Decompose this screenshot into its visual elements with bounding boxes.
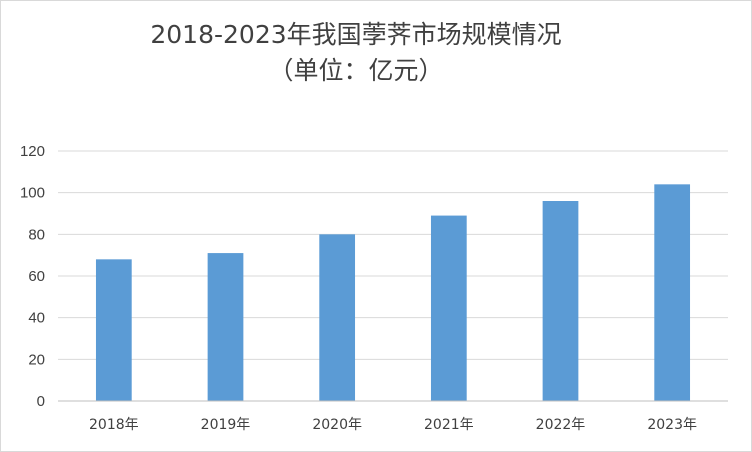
bar-0 xyxy=(95,259,132,401)
y-tick-label: 100 xyxy=(20,185,45,202)
x-tick-label: 2018年 xyxy=(89,417,139,433)
y-tick-label: 60 xyxy=(28,268,45,285)
bar-4 xyxy=(542,201,579,401)
bars xyxy=(95,184,691,401)
y-tick-label: 80 xyxy=(28,226,45,243)
chart-title: 2018-2023年我国荸荠市场规模情况 xyxy=(150,20,562,49)
y-tick-label: 120 xyxy=(20,143,45,160)
y-tick-label: 40 xyxy=(28,310,45,327)
y-tick-label: 0 xyxy=(37,393,45,410)
x-tick-label: 2021年 xyxy=(424,417,474,433)
chart-title-block: 2018-2023年我国荸荠市场规模情况 （单位：亿元） xyxy=(1,17,711,89)
y-tick-label: 20 xyxy=(28,351,45,368)
bar-2 xyxy=(319,234,356,401)
x-tick-label: 2019年 xyxy=(201,417,251,433)
y-tick-labels: 0 20 40 60 80 100 120 xyxy=(20,143,45,410)
gridlines xyxy=(58,150,728,360)
bar-1 xyxy=(207,253,244,401)
chart-subtitle: （单位：亿元） xyxy=(268,56,444,85)
x-tick-label: 2023年 xyxy=(647,417,697,433)
x-tick-labels: 2018年 2019年 2020年 2021年 2022年 2023年 xyxy=(89,417,697,433)
x-tick-label: 2020年 xyxy=(312,417,362,433)
bar-3 xyxy=(430,215,467,401)
x-tick-label: 2022年 xyxy=(536,417,586,433)
bar-5 xyxy=(654,184,691,401)
